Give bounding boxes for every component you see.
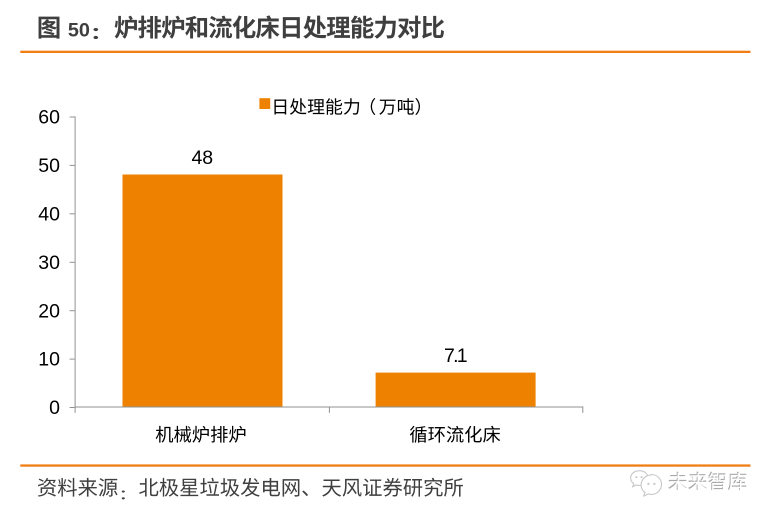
svg-text:10: 10	[38, 349, 60, 371]
svg-text:40: 40	[38, 203, 60, 225]
svg-text:50: 50	[38, 155, 60, 177]
svg-text:60: 60	[38, 107, 60, 129]
svg-text:20: 20	[38, 300, 60, 322]
svg-text:50: 50	[68, 19, 90, 41]
svg-text:0: 0	[49, 397, 60, 419]
svg-text:48: 48	[191, 147, 213, 169]
svg-text:30: 30	[38, 252, 60, 274]
svg-text:7.1: 7.1	[444, 345, 467, 367]
